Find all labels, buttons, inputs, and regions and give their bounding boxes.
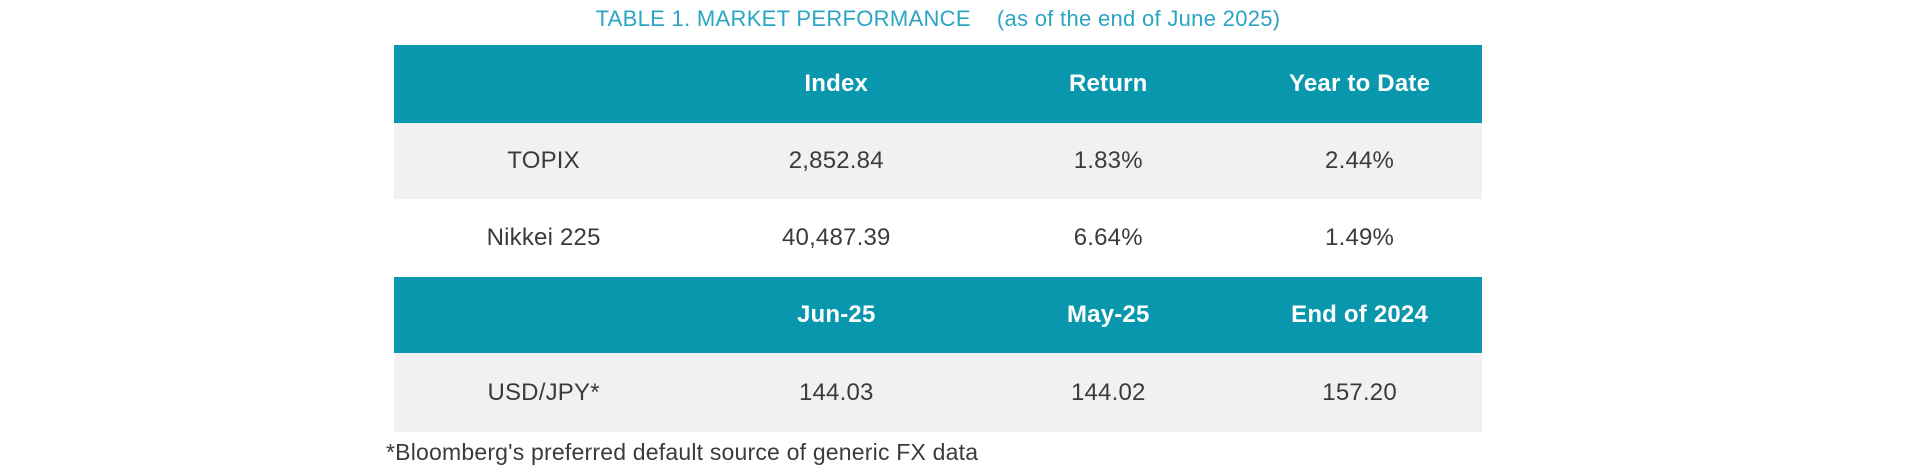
- table-title: TABLE 1. MARKET PERFORMANCE (as of the en…: [394, 6, 1482, 32]
- usdjpy-end2024-value: 157.20: [1322, 378, 1397, 406]
- usdjpy-label: USD/JPY*: [487, 378, 600, 406]
- nikkei-label: Nikkei 225: [486, 224, 601, 251]
- nikkei-ytd-value: 1.49%: [1325, 224, 1395, 251]
- index-table-header-return: Return: [1068, 70, 1148, 97]
- nikkei-index-value: 40,487.39: [781, 224, 891, 251]
- fx-table-header-end2024: End of 2024: [1291, 301, 1429, 328]
- table-title-date-note: (as of the end of June 2025): [996, 6, 1281, 31]
- nikkei-return-value: 6.64%: [1073, 224, 1143, 251]
- topix-label: TOPIX: [507, 147, 580, 174]
- usdjpy-may25-value: 144.02: [1070, 378, 1146, 406]
- index-table-header-index: Index: [804, 70, 869, 97]
- table-row-nikkei: Nikkei 225 40,487.39 6.64% 1.49%: [394, 199, 1482, 277]
- fx-source-footnote: *Bloomberg's preferred default source of…: [386, 439, 979, 465]
- usdjpy-jun25-value: 144.03: [798, 378, 874, 406]
- table-row-topix: TOPIX 2,852.84 1.83% 2.44%: [394, 123, 1482, 199]
- index-table-header-ytd: Year to Date: [1289, 70, 1431, 97]
- fx-table-header-jun25: Jun-25: [796, 301, 876, 328]
- topix-return-value: 1.83%: [1073, 147, 1143, 174]
- index-table-header-row: Index Return Year to Date: [394, 45, 1482, 123]
- table-row-usdjpy: USD/JPY* 144.03 144.02 157.20: [394, 353, 1482, 432]
- table-title-main: TABLE 1. MARKET PERFORMANCE: [595, 6, 971, 31]
- fx-table-header-may25: May-25: [1066, 301, 1150, 328]
- market-performance-table: Index Return Year to Date TOPIX 2,852.84…: [394, 45, 1482, 432]
- fx-table-header-row: Jun-25 May-25 End of 2024: [394, 277, 1482, 353]
- topix-ytd-value: 2.44%: [1325, 147, 1395, 174]
- topix-index-value: 2,852.84: [788, 147, 884, 174]
